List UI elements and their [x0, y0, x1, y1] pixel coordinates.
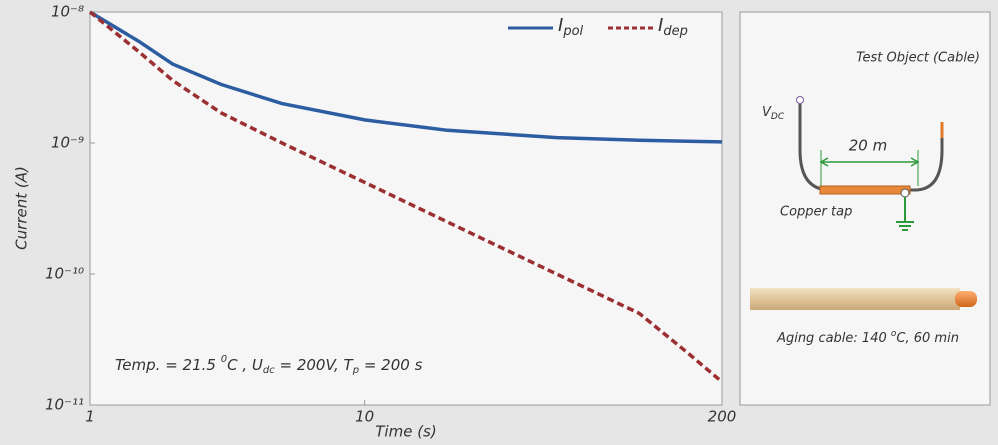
legend-label: Ipol — [558, 15, 584, 39]
aging-label: Aging cable: 140 oC, 60 min — [776, 329, 959, 346]
diagram-panel — [739, 11, 991, 406]
y-tick-label: 10⁻⁹ — [51, 134, 84, 152]
y-tick-label: 10⁻¹¹ — [45, 396, 84, 414]
y-axis-label: Current (A) — [13, 166, 31, 250]
diagram: Test Object (Cable) VDC 20 m Copper tap … — [739, 11, 991, 406]
aging-cable — [750, 288, 960, 310]
legend: Ipol Idep — [508, 15, 688, 39]
tap-point — [900, 188, 910, 198]
diagram-title: Test Object (Cable) — [856, 51, 980, 66]
series-line — [88, 10, 724, 384]
cable-core — [955, 291, 977, 307]
x-axis-label: Time (s) — [375, 423, 436, 441]
x-tick-label: 10 — [355, 408, 374, 426]
y-tick-label: 10⁻⁸ — [51, 3, 84, 21]
copper-tap — [819, 185, 911, 195]
cable — [798, 138, 944, 192]
annotation: Temp. = 21.5 0C , Udc = 200V, Tp = 200 s — [115, 354, 423, 376]
legend-label: Idep — [658, 15, 688, 39]
y-tick-label: 10⁻¹⁰ — [45, 265, 84, 283]
plot-area — [89, 11, 723, 406]
tap-label: Copper tap — [780, 205, 852, 220]
series-line — [89, 10, 723, 144]
ground — [896, 197, 914, 231]
x-tick-label: 1 — [85, 408, 95, 426]
x-tick-label: 200 — [708, 408, 737, 426]
terminal — [796, 96, 804, 104]
vdc-label: VDC — [762, 105, 785, 122]
length-label: 20 m — [849, 137, 887, 155]
